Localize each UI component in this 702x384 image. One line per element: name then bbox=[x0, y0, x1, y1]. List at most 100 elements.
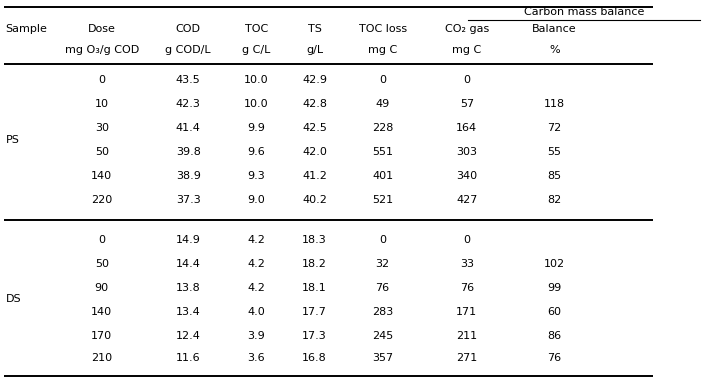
Text: 0: 0 bbox=[379, 235, 386, 245]
Text: 82: 82 bbox=[548, 195, 562, 205]
Text: 12.4: 12.4 bbox=[176, 331, 201, 341]
Text: 401: 401 bbox=[372, 171, 393, 181]
Text: 9.0: 9.0 bbox=[247, 195, 265, 205]
Text: 14.9: 14.9 bbox=[176, 235, 201, 245]
Text: 340: 340 bbox=[456, 171, 477, 181]
Text: 39.8: 39.8 bbox=[176, 147, 201, 157]
Text: 211: 211 bbox=[456, 331, 477, 341]
Text: mg O₃/g COD: mg O₃/g COD bbox=[65, 45, 139, 55]
Text: g C/L: g C/L bbox=[242, 45, 270, 55]
Text: 210: 210 bbox=[91, 353, 112, 363]
Text: 4.2: 4.2 bbox=[247, 259, 265, 269]
Text: 13.4: 13.4 bbox=[176, 307, 201, 317]
Text: Carbon mass balance: Carbon mass balance bbox=[524, 7, 644, 17]
Text: 60: 60 bbox=[548, 307, 562, 317]
Text: 33: 33 bbox=[460, 259, 474, 269]
Text: 42.8: 42.8 bbox=[302, 99, 327, 109]
Text: 18.1: 18.1 bbox=[302, 283, 327, 293]
Text: 38.9: 38.9 bbox=[176, 171, 201, 181]
Text: %: % bbox=[549, 45, 560, 55]
Text: 32: 32 bbox=[376, 259, 390, 269]
Text: 10.0: 10.0 bbox=[244, 99, 269, 109]
Text: 118: 118 bbox=[544, 99, 565, 109]
Text: 42.9: 42.9 bbox=[302, 75, 327, 85]
Text: 76: 76 bbox=[548, 353, 562, 363]
Text: 42.3: 42.3 bbox=[176, 99, 201, 109]
Text: 3.6: 3.6 bbox=[247, 353, 265, 363]
Text: Sample: Sample bbox=[6, 24, 48, 34]
Text: 4.0: 4.0 bbox=[247, 307, 265, 317]
Text: 76: 76 bbox=[460, 283, 474, 293]
Text: DS: DS bbox=[6, 294, 21, 304]
Text: 18.2: 18.2 bbox=[302, 259, 327, 269]
Text: Balance: Balance bbox=[532, 24, 577, 34]
Text: 0: 0 bbox=[98, 235, 105, 245]
Text: 86: 86 bbox=[548, 331, 562, 341]
Text: 283: 283 bbox=[372, 307, 393, 317]
Text: 99: 99 bbox=[548, 283, 562, 293]
Text: 3.9: 3.9 bbox=[247, 331, 265, 341]
Text: 140: 140 bbox=[91, 307, 112, 317]
Text: 30: 30 bbox=[95, 123, 109, 133]
Text: CO₂ gas: CO₂ gas bbox=[444, 24, 489, 34]
Text: 10.0: 10.0 bbox=[244, 75, 269, 85]
Text: 85: 85 bbox=[548, 171, 562, 181]
Text: 171: 171 bbox=[456, 307, 477, 317]
Text: 13.8: 13.8 bbox=[176, 283, 201, 293]
Text: 49: 49 bbox=[376, 99, 390, 109]
Text: 140: 140 bbox=[91, 171, 112, 181]
Text: 9.9: 9.9 bbox=[247, 123, 265, 133]
Text: 11.6: 11.6 bbox=[176, 353, 201, 363]
Text: 0: 0 bbox=[379, 75, 386, 85]
Text: TS: TS bbox=[307, 24, 322, 34]
Text: 102: 102 bbox=[544, 259, 565, 269]
Text: mg C: mg C bbox=[452, 45, 482, 55]
Text: 57: 57 bbox=[460, 99, 474, 109]
Text: PS: PS bbox=[6, 135, 20, 145]
Text: 16.8: 16.8 bbox=[302, 353, 327, 363]
Text: 4.2: 4.2 bbox=[247, 235, 265, 245]
Text: 4.2: 4.2 bbox=[247, 283, 265, 293]
Text: 41.4: 41.4 bbox=[176, 123, 201, 133]
Text: 427: 427 bbox=[456, 195, 477, 205]
Text: TOC: TOC bbox=[244, 24, 268, 34]
Text: 14.4: 14.4 bbox=[176, 259, 201, 269]
Text: 50: 50 bbox=[95, 259, 109, 269]
Text: 170: 170 bbox=[91, 331, 112, 341]
Text: 37.3: 37.3 bbox=[176, 195, 201, 205]
Text: 228: 228 bbox=[372, 123, 393, 133]
Text: 521: 521 bbox=[372, 195, 393, 205]
Text: TOC loss: TOC loss bbox=[359, 24, 406, 34]
Text: 0: 0 bbox=[463, 75, 470, 85]
Text: g COD/L: g COD/L bbox=[166, 45, 211, 55]
Text: 55: 55 bbox=[548, 147, 562, 157]
Text: 245: 245 bbox=[372, 331, 393, 341]
Text: 0: 0 bbox=[98, 75, 105, 85]
Text: 76: 76 bbox=[376, 283, 390, 293]
Text: 41.2: 41.2 bbox=[302, 171, 327, 181]
Text: 220: 220 bbox=[91, 195, 112, 205]
Text: 551: 551 bbox=[372, 147, 393, 157]
Text: 90: 90 bbox=[95, 283, 109, 293]
Text: 357: 357 bbox=[372, 353, 393, 363]
Text: 303: 303 bbox=[456, 147, 477, 157]
Text: 271: 271 bbox=[456, 353, 477, 363]
Text: 43.5: 43.5 bbox=[176, 75, 201, 85]
Text: 50: 50 bbox=[95, 147, 109, 157]
Text: COD: COD bbox=[176, 24, 201, 34]
Text: 40.2: 40.2 bbox=[302, 195, 327, 205]
Text: 18.3: 18.3 bbox=[302, 235, 327, 245]
Text: 9.3: 9.3 bbox=[247, 171, 265, 181]
Text: 0: 0 bbox=[463, 235, 470, 245]
Text: 9.6: 9.6 bbox=[247, 147, 265, 157]
Text: g/L: g/L bbox=[306, 45, 323, 55]
Text: mg C: mg C bbox=[368, 45, 397, 55]
Text: 17.7: 17.7 bbox=[302, 307, 327, 317]
Text: 72: 72 bbox=[548, 123, 562, 133]
Text: 42.0: 42.0 bbox=[302, 147, 327, 157]
Text: 164: 164 bbox=[456, 123, 477, 133]
Text: Dose: Dose bbox=[88, 24, 116, 34]
Text: 42.5: 42.5 bbox=[302, 123, 327, 133]
Text: 10: 10 bbox=[95, 99, 109, 109]
Text: 17.3: 17.3 bbox=[302, 331, 327, 341]
